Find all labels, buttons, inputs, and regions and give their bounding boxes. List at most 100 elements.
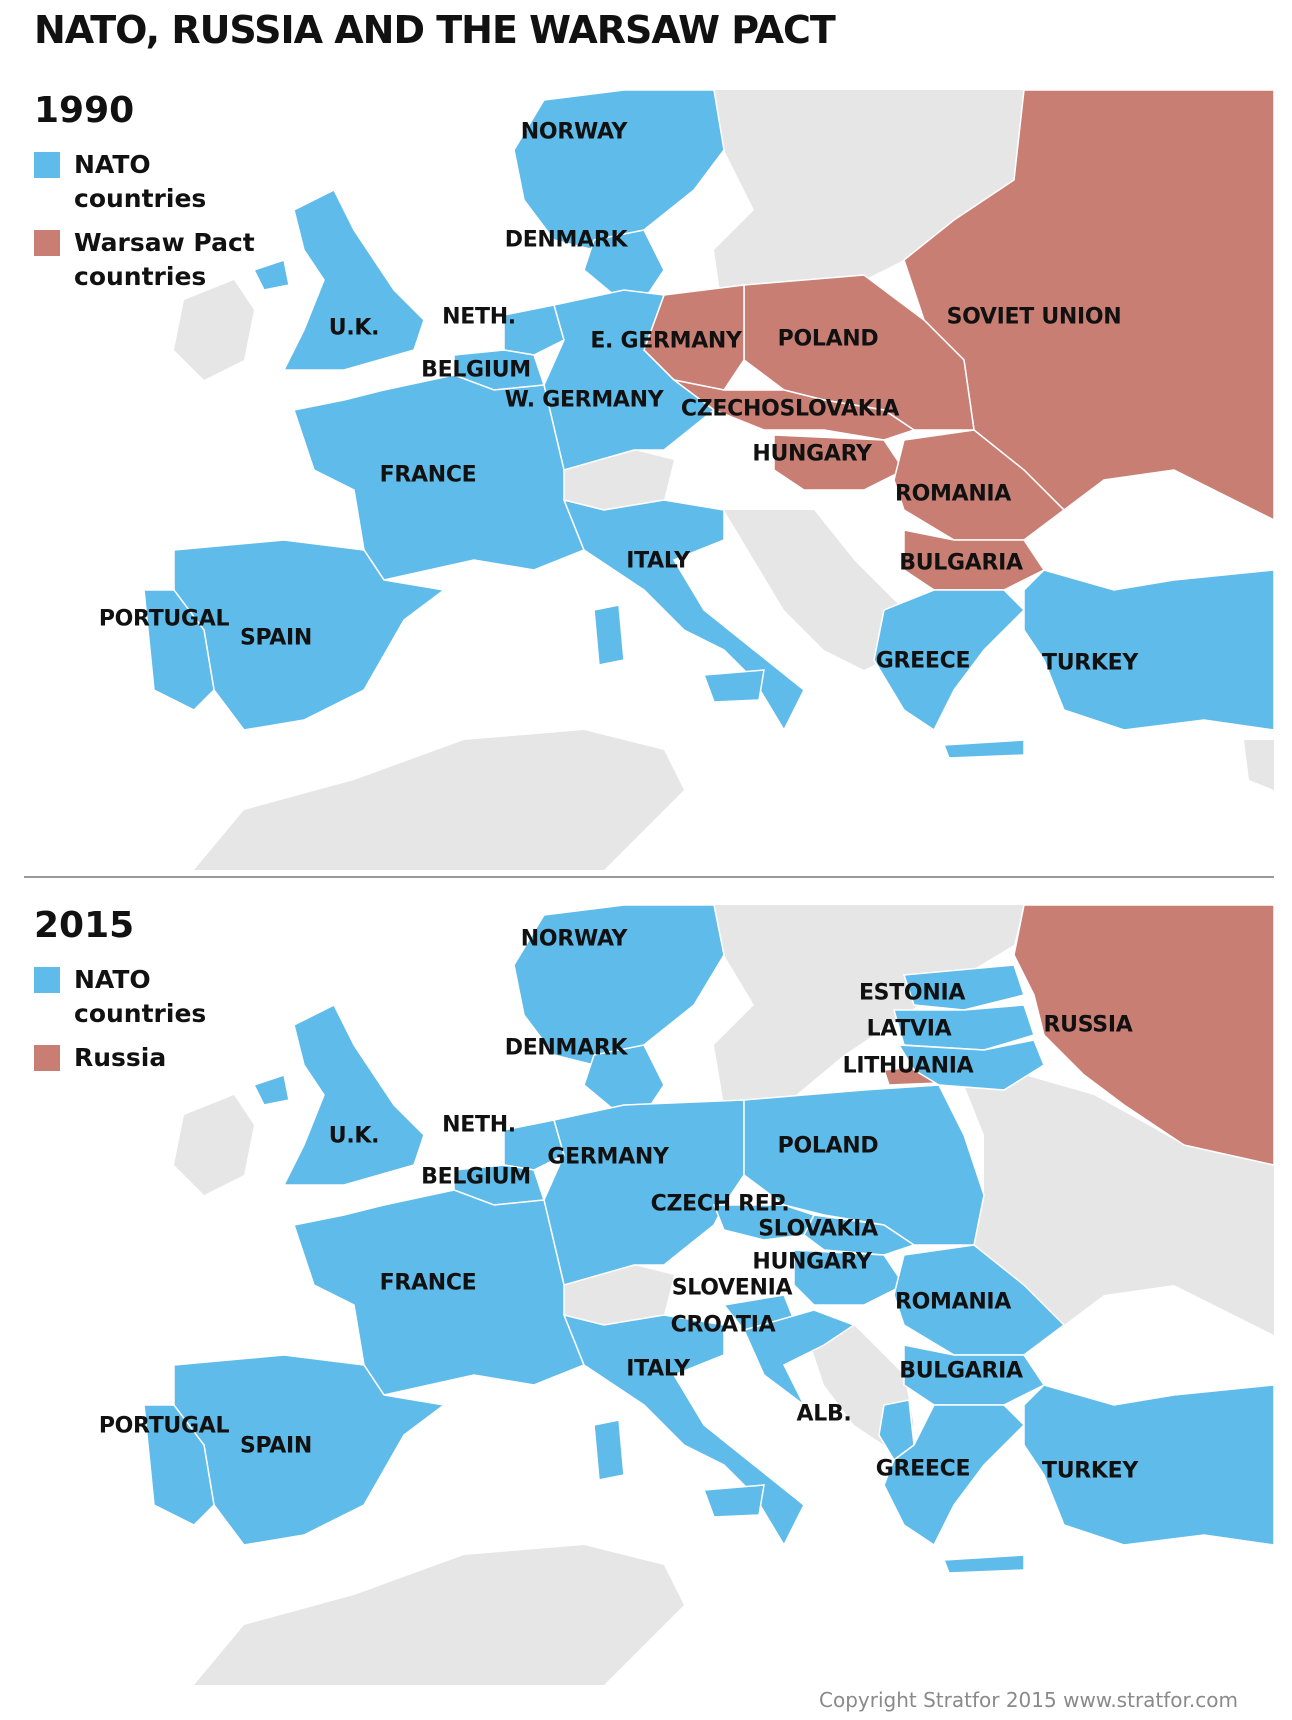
label-greece: GREECE — [875, 1456, 971, 1482]
legend-swatch-nato — [34, 152, 60, 178]
country-sicily — [702, 1484, 765, 1518]
label-spain: SPAIN — [239, 1433, 313, 1459]
label-italy: ITALY — [626, 1356, 690, 1382]
land-switzerland-grey — [564, 450, 674, 510]
warsaw-countries-1990 — [643, 90, 1274, 591]
label-neth: NETH. — [442, 1112, 516, 1138]
land-switzerland-grey — [564, 1265, 674, 1325]
label-soviet-union: SOVIET UNION — [946, 304, 1122, 330]
legend-label-russia: Russia — [74, 1043, 167, 1072]
country-czechoslovakia — [673, 379, 916, 441]
legend-swatch-nato — [34, 967, 60, 993]
country-poland — [743, 1084, 985, 1246]
land-ireland-grey — [174, 1095, 254, 1195]
country-uk — [282, 1003, 425, 1186]
label-poland: POLAND — [777, 1133, 879, 1159]
country-crete — [942, 739, 1025, 759]
label-uk: U.K. — [328, 1123, 380, 1149]
copyright-footer: Copyright Stratfor 2015 www.stratfor.com — [819, 1688, 1238, 1712]
legend-item-warsaw: Warsaw Pact countries — [34, 226, 274, 294]
nato-countries-1990 — [143, 90, 1274, 759]
panel-divider — [24, 876, 1274, 878]
land-balkans-grey — [724, 510, 904, 670]
year-heading-2015: 2015 — [34, 905, 135, 946]
label-spain: SPAIN — [239, 625, 313, 651]
label-lithuania: LITHUANIA — [842, 1053, 974, 1079]
label-estonia: ESTONIA — [858, 980, 966, 1006]
map-panel-2015: 2015 NATO countries Russia NORWAY ESTONI… — [24, 905, 1274, 1685]
country-turkey — [1023, 1384, 1274, 1546]
legend-label-warsaw: Warsaw Pact countries — [74, 228, 255, 291]
label-poland: POLAND — [777, 326, 879, 352]
label-alb: ALB. — [796, 1401, 852, 1427]
country-italy — [562, 498, 805, 732]
label-slovenia: SLOVENIA — [671, 1275, 793, 1301]
label-belgium: BELGIUM — [421, 357, 531, 383]
background-land-1990 — [174, 90, 1274, 870]
country-hungary — [793, 1249, 906, 1306]
country-w-germany — [543, 289, 716, 471]
land-belarus-ukraine-grey — [964, 1075, 1274, 1335]
label-france: FRANCE — [379, 1270, 477, 1296]
background-land-2015 — [174, 905, 1274, 1685]
country-uk-ni — [252, 259, 290, 291]
country-crete — [942, 1554, 1025, 1574]
label-denmark: DENMARK — [504, 227, 628, 253]
label-norway: NORWAY — [520, 926, 628, 952]
label-latvia: LATVIA — [866, 1016, 952, 1042]
label-russia: RUSSIA — [1043, 1012, 1133, 1038]
page-title: NATO, RUSSIA AND THE WARSAW PACT — [34, 8, 836, 52]
country-lithuania — [897, 1039, 1045, 1091]
label-portugal: PORTUGAL — [98, 1413, 230, 1439]
label-hungary: HUNGARY — [752, 1249, 872, 1275]
map-2015 — [143, 905, 1274, 1685]
label-norway: NORWAY — [520, 119, 628, 145]
country-russia — [1013, 905, 1274, 1166]
legend-item-russia: Russia — [34, 1041, 274, 1075]
label-italy: ITALY — [626, 548, 690, 574]
land-north-africa-grey — [194, 1545, 684, 1685]
land-ireland-grey — [174, 280, 254, 380]
country-sardinia — [593, 1419, 625, 1481]
label-slovakia: SLOVAKIA — [758, 1216, 878, 1242]
label-hungary: HUNGARY — [752, 441, 872, 467]
country-turkey — [1023, 569, 1274, 731]
label-romania: ROMANIA — [894, 481, 1012, 507]
label-czech-rep: CZECH REP. — [650, 1191, 790, 1217]
country-uk — [282, 188, 425, 371]
label-uk: U.K. — [328, 315, 380, 341]
label-turkey: TURKEY — [1041, 650, 1139, 676]
label-greece: GREECE — [875, 648, 971, 674]
label-neth: NETH. — [442, 304, 516, 330]
label-romania: ROMANIA — [894, 1289, 1012, 1315]
country-bulgaria — [903, 1344, 1046, 1406]
land-scandinavia-grey — [714, 90, 1024, 330]
legend-item-nato: NATO countries — [34, 148, 274, 216]
land-north-africa-grey — [194, 730, 684, 870]
country-sardinia — [593, 604, 625, 666]
land-russia-far-east-grey — [1244, 740, 1274, 790]
label-e-germany: E. GERMANY — [590, 328, 742, 354]
country-norway — [513, 905, 725, 1066]
label-czechoslovakia: CZECHOSLOVAKIA — [680, 396, 900, 422]
country-greece — [873, 589, 1026, 732]
label-w-germany: W. GERMANY — [504, 387, 664, 413]
label-denmark: DENMARK — [504, 1035, 628, 1061]
legend-2015: NATO countries Russia — [34, 963, 274, 1085]
label-france: FRANCE — [379, 462, 477, 488]
label-turkey: TURKEY — [1041, 1458, 1139, 1484]
label-croatia: CROATIA — [670, 1312, 776, 1338]
year-heading-1990: 1990 — [34, 90, 135, 131]
country-portugal — [143, 1404, 215, 1526]
label-belgium: BELGIUM — [421, 1164, 531, 1190]
land-scandinavia-grey — [714, 905, 1024, 1105]
country-greece — [883, 1404, 1026, 1547]
map-1990 — [143, 90, 1274, 870]
country-sicily — [702, 669, 765, 703]
country-hungary — [773, 434, 906, 491]
legend-swatch-russia — [34, 1045, 60, 1071]
country-portugal — [143, 589, 215, 711]
country-norway — [513, 90, 725, 251]
country-germany — [543, 1099, 745, 1286]
country-italy — [562, 1313, 805, 1547]
